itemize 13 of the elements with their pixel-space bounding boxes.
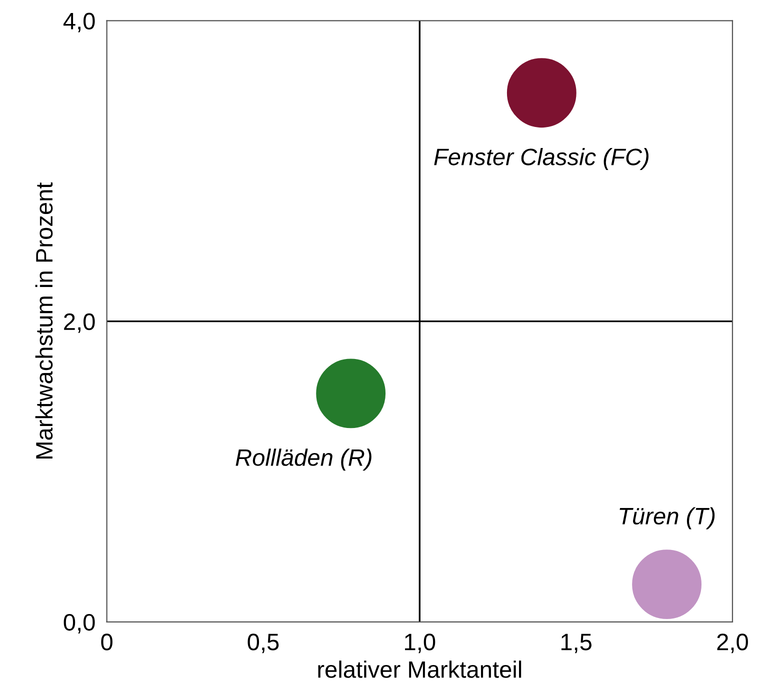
x-axis-title: relativer Marktanteil — [318, 660, 522, 678]
x-tick-label: 2,0 — [717, 634, 748, 654]
x-tick-label: 0 — [101, 634, 112, 650]
y-tick-label: 0,0 — [64, 614, 95, 634]
series-label: Rollläden (R) — [236, 448, 372, 471]
series-label: Türen (T) — [620, 507, 715, 530]
y-axis-title: Marktwachstum in Prozent — [35, 182, 53, 458]
y-tick-label: 4,0 — [63, 12, 95, 32]
x-tick-label: 1,5 — [561, 634, 592, 654]
x-tick-label: 1,0 — [405, 634, 436, 654]
x-tick-label: 0,5 — [248, 634, 279, 654]
series-label: Fenster Classic (FC) — [434, 148, 648, 170]
y-tick-label: 2,0 — [64, 313, 95, 333]
